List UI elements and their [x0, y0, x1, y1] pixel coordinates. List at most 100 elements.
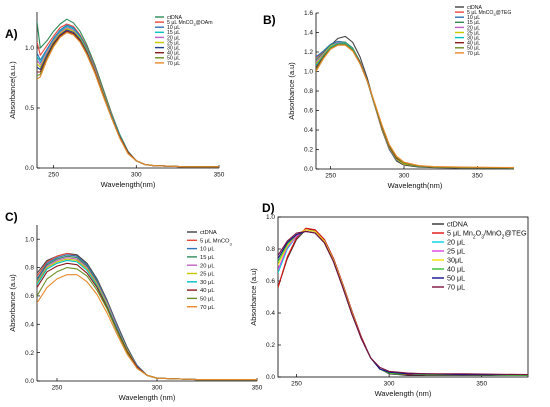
y-tick-label: 0.0 [25, 165, 34, 172]
legend-entry: 10 μL [200, 247, 215, 253]
series-line-3 [316, 40, 514, 169]
series-line-6 [316, 42, 514, 169]
y-tick-label: 0.4 [304, 127, 313, 134]
y-tick-label: 0.6 [25, 293, 34, 300]
x-tick-label: 300 [384, 381, 395, 388]
legend-entry: 70 μL [447, 283, 465, 292]
y-tick-label: 1.0 [304, 69, 313, 76]
legend-entry: 5 μL MnCO3@OAm [167, 20, 213, 27]
y-tick-label: 0.0 [25, 378, 34, 385]
series-line-2 [37, 23, 219, 168]
legend-entry: 70 μL [467, 51, 480, 57]
x-axis-label: Wavelength(nm) [388, 181, 443, 190]
chart-panel-1: 250 300 350 0.0 0.5 1.0 Wavelength(nm) Absorban… [5, 12, 225, 189]
y-axis-label: Absorbance (a.u) [287, 62, 296, 120]
y-axis-label: Absorbance(a.u.) [8, 61, 17, 119]
x-axis-label: Wavelength (nm) [375, 389, 432, 398]
y-tick-label: 1.2 [304, 49, 313, 56]
legend-entry: 40 μL [447, 265, 465, 274]
x-tick-label: 250 [325, 173, 336, 180]
y-tick-label: 1.0 [266, 214, 275, 221]
x-tick-label: 350 [214, 172, 225, 179]
y-tick-label: 1.0 [25, 236, 34, 243]
series-line-7 [278, 230, 528, 376]
series-line-9 [37, 31, 219, 168]
series-line-1 [278, 229, 528, 376]
x-tick-label: 300 [131, 172, 142, 179]
series-line-1 [37, 18, 219, 168]
legend-entry: 40 μL [167, 51, 180, 57]
x-tick-label: 250 [52, 385, 63, 392]
series-line-7 [37, 29, 219, 168]
series-line-10 [316, 44, 514, 169]
series-line-10 [37, 274, 257, 381]
legend-entry: 70 μL [167, 61, 180, 67]
series-line-5 [37, 27, 219, 168]
legend-entry: 25 μL [447, 247, 465, 256]
y-tick-label: 0.8 [25, 265, 34, 272]
series-line-2 [278, 227, 528, 376]
legend-entry: 50 μL [200, 296, 215, 302]
legend-entry: 40 μL [200, 288, 215, 294]
x-tick-label: 350 [472, 173, 483, 180]
series-line-1 [37, 252, 257, 381]
series-line-3 [37, 254, 257, 381]
series-line-9 [37, 266, 257, 381]
series-line-2 [37, 252, 257, 381]
panel-label: B) [263, 13, 276, 27]
series-line-6 [37, 258, 257, 381]
legend-entry: 15 μL [167, 30, 180, 36]
y-tick-label: 0.4 [266, 310, 275, 317]
x-tick-label: 350 [252, 385, 263, 392]
legend-entry: ctDNA [167, 15, 183, 21]
y-tick-label: 0.8 [266, 246, 275, 253]
legend-entry: 30 μL [167, 45, 180, 51]
series-line-6 [37, 28, 219, 168]
y-tick-label: 0.4 [25, 321, 34, 328]
series-line-4 [37, 25, 219, 168]
legend-entry: 70 μL [200, 305, 215, 311]
y-tick-label: 0.0 [266, 374, 275, 381]
series-line-8 [278, 230, 528, 376]
legend-entry: 20 μL [467, 25, 480, 31]
y-tick-label: 0.6 [304, 108, 313, 115]
series-line-3 [37, 24, 219, 168]
series-line-5 [316, 41, 514, 169]
series-line-5 [37, 257, 257, 381]
series-line-8 [37, 30, 219, 168]
legend-entry: 15 μL [200, 255, 215, 261]
series-line-1 [316, 35, 514, 169]
series-line-9 [316, 43, 514, 169]
y-axis-label: Absorbance (a.u) [8, 274, 17, 332]
legend-entry: 25 μL [467, 30, 480, 36]
x-tick-label: 250 [291, 381, 302, 388]
legend-entry: 15 μL [467, 20, 480, 26]
legend-entry: 50 μL [447, 274, 465, 283]
y-axis-label: Absorbance (a.u) [249, 268, 258, 326]
legend-entry: 50 μL [167, 56, 180, 62]
legend-entry: 20 μL [167, 35, 180, 41]
panel-label: D) [262, 201, 275, 215]
series-line-5 [278, 229, 528, 376]
panel-label: A) [5, 27, 18, 41]
y-tick-label: 1.6 [304, 10, 313, 17]
x-tick-label: 350 [476, 381, 487, 388]
legend-entry: 5 μL MnCO3 [200, 238, 233, 246]
series-line-4 [316, 41, 514, 169]
series-line-6 [278, 230, 528, 376]
series-line-7 [316, 42, 514, 169]
legend-entry: 40 μL [467, 41, 480, 47]
y-tick-label: 0.2 [266, 342, 275, 349]
x-tick-label: 300 [152, 385, 163, 392]
series-line-7 [37, 259, 257, 381]
y-tick-label: 1.0 [25, 45, 34, 52]
y-tick-label: 0.5 [25, 105, 34, 112]
legend-entry: ctDNA [447, 220, 468, 229]
y-tick-label: 0.0 [304, 166, 313, 173]
legend-entry: ctDNA [467, 5, 483, 11]
